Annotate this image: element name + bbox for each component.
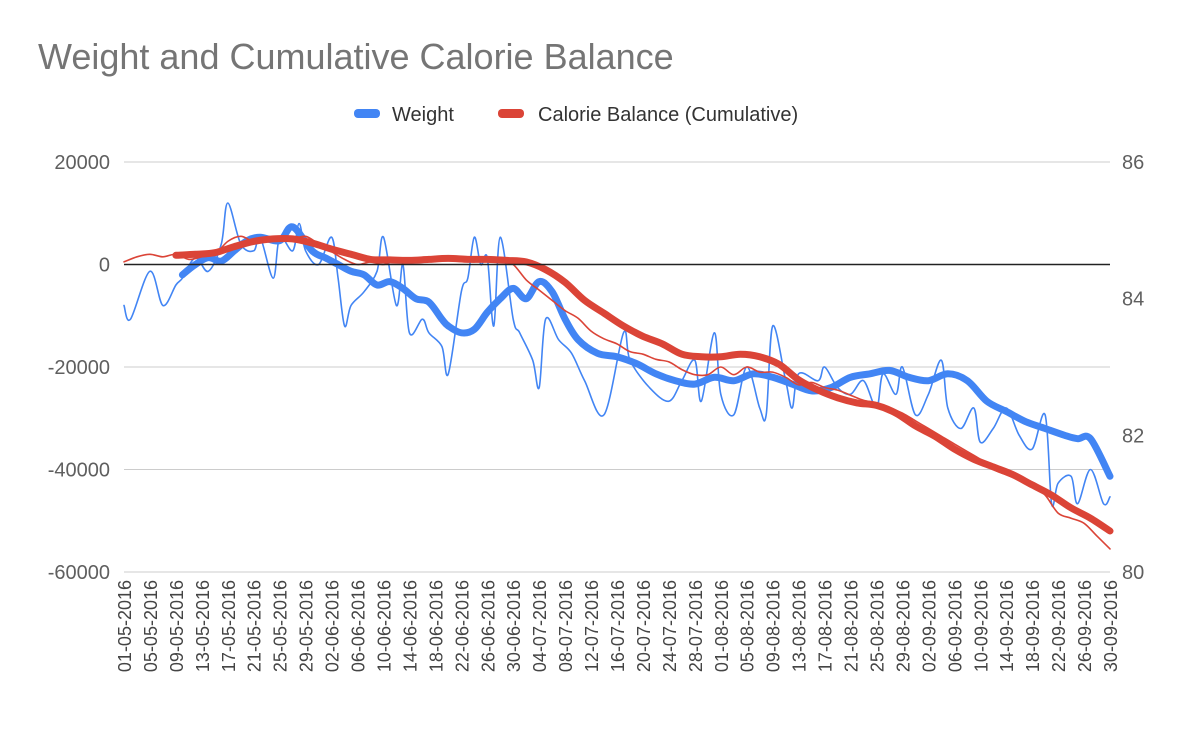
x-axis-tick-label: 29-08-2016: [893, 580, 913, 672]
right-axis-tick-label: 82: [1122, 425, 1144, 447]
gridlines: [124, 161, 1110, 573]
right-axis-tick-label: 86: [1122, 152, 1144, 174]
left-axis-tick-label: -20000: [48, 357, 110, 379]
x-axis-tick-label: 17-08-2016: [816, 580, 836, 672]
x-axis-tick-label: 10-06-2016: [374, 580, 394, 672]
x-axis-tick-label: 02-09-2016: [919, 580, 939, 672]
x-axis-tick-label: 25-08-2016: [867, 580, 887, 672]
x-axis-tick-label: 05-05-2016: [141, 580, 161, 672]
x-axis-tick-label: 30-09-2016: [1101, 580, 1121, 672]
series-line-calorie-balance-cumulative[interactable]: [172, 234, 1114, 535]
legend-item-weight[interactable]: Weight: [354, 104, 454, 126]
legend: Weight Calorie Balance (Cumulative): [354, 104, 798, 126]
x-axis-tick-label: 14-09-2016: [997, 580, 1017, 672]
x-axis: 01-05-2016 05-05-2016 09-05-2016 13-05-2016…: [115, 580, 1121, 672]
x-axis-tick-label: 09-05-2016: [167, 580, 187, 672]
right-axis-tick-label: 80: [1122, 562, 1144, 584]
legend-item-calorie-balance[interactable]: Calorie Balance (Cumulative): [498, 104, 798, 126]
x-axis-tick-label: 05-08-2016: [738, 580, 758, 672]
x-axis-tick-label: 18-09-2016: [1023, 580, 1043, 672]
legend-label-calorie-balance: Calorie Balance (Cumulative): [538, 104, 798, 126]
x-axis-tick-label: 26-06-2016: [478, 580, 498, 672]
left-axis-tick-label: 0: [99, 255, 110, 277]
x-axis-tick-label: 13-05-2016: [193, 580, 213, 672]
series-line-weight[interactable]: [178, 223, 1114, 480]
x-axis-tick-label: 12-07-2016: [582, 580, 602, 672]
x-axis-tick-label: 01-05-2016: [115, 580, 135, 672]
chart-title: Weight and Cumulative Calorie Balance: [38, 36, 674, 77]
x-axis-tick-label: 29-05-2016: [297, 580, 317, 672]
x-axis-tick-label: 13-08-2016: [790, 580, 810, 672]
x-axis-tick-label: 16-07-2016: [608, 580, 628, 672]
x-axis-tick-label: 01-08-2016: [712, 580, 732, 672]
x-axis-tick-label: 30-06-2016: [504, 580, 524, 672]
right-axis: 86 84 82 80: [1122, 152, 1144, 584]
left-axis: 20000 0 -20000 -40000 -60000: [48, 152, 110, 584]
x-axis-tick-label: 06-09-2016: [945, 580, 965, 672]
x-axis-tick-label: 25-05-2016: [271, 580, 291, 672]
x-axis-tick-label: 20-07-2016: [634, 580, 654, 672]
x-axis-tick-label: 08-07-2016: [556, 580, 576, 672]
right-axis-tick-label: 84: [1122, 289, 1144, 311]
x-axis-tick-label: 10-09-2016: [971, 580, 991, 672]
x-axis-tick-label: 17-05-2016: [219, 580, 239, 672]
legend-swatch-weight: [354, 109, 380, 118]
x-axis-tick-label: 09-08-2016: [764, 580, 784, 672]
left-axis-tick-label: 20000: [54, 152, 110, 174]
x-axis-tick-label: 18-06-2016: [426, 580, 446, 672]
x-axis-tick-label: 28-07-2016: [686, 580, 706, 672]
x-axis-tick-label: 24-07-2016: [660, 580, 680, 672]
legend-swatch-calorie-balance: [498, 109, 524, 118]
x-axis-tick-label: 22-06-2016: [452, 580, 472, 672]
plot-area: [123, 202, 1114, 550]
x-axis-tick-label: 26-09-2016: [1075, 580, 1095, 672]
x-axis-tick-label: 14-06-2016: [400, 580, 420, 672]
x-axis-tick-label: 22-09-2016: [1049, 580, 1069, 672]
x-axis-tick-label: 04-07-2016: [530, 580, 550, 672]
left-axis-tick-label: -60000: [48, 562, 110, 584]
x-axis-tick-label: 02-06-2016: [323, 580, 343, 672]
legend-label-weight: Weight: [392, 104, 454, 126]
x-axis-tick-label: 06-06-2016: [349, 580, 369, 672]
left-axis-tick-label: -40000: [48, 460, 110, 482]
x-axis-tick-label: 21-08-2016: [842, 580, 862, 672]
x-axis-tick-label: 21-05-2016: [245, 580, 265, 672]
